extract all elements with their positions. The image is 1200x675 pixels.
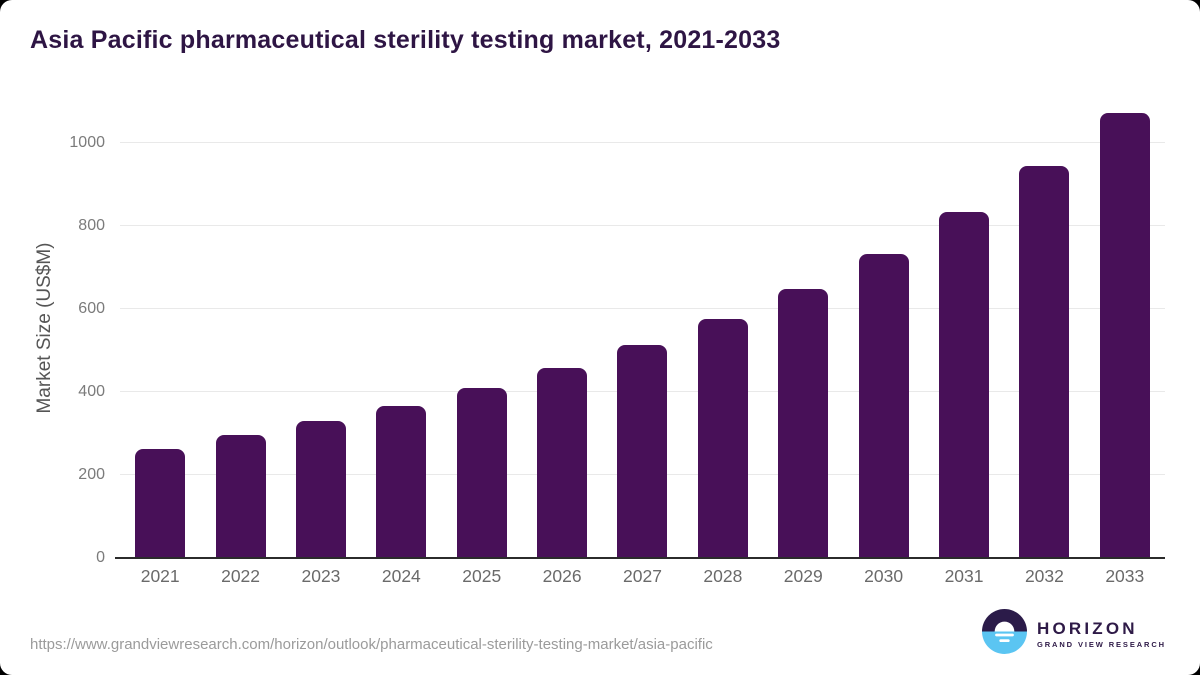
x-tick-label-2028: 2028: [703, 566, 743, 586]
bar-2033[interactable]: [1099, 112, 1150, 558]
bar-2029[interactable]: [778, 289, 829, 558]
bar-2027[interactable]: [617, 344, 668, 558]
bar-2026[interactable]: [537, 367, 588, 558]
x-tick-label-2024: 2024: [381, 566, 421, 586]
x-tick-label-2027: 2027: [623, 566, 662, 586]
bar-2030[interactable]: [858, 253, 909, 558]
horizon-logo: HORIZON GRAND VIEW RESEARCH: [981, 609, 1166, 659]
x-tick-label-2032: 2032: [1024, 566, 1064, 586]
bar-2032[interactable]: [1019, 166, 1070, 558]
source-url: https://www.grandviewresearch.com/horizo…: [30, 636, 713, 653]
x-tick-label-2026: 2026: [542, 566, 582, 586]
gridline-600: [120, 308, 1165, 310]
x-tick-label-2021: 2021: [140, 566, 180, 586]
x-tick-label-2031: 2031: [944, 566, 984, 586]
y-tick-label-1000: 1000: [69, 134, 105, 152]
x-tick-label-2033: 2033: [1105, 566, 1145, 586]
horizon-sunset-icon: [981, 609, 1027, 659]
x-tick-label-2025: 2025: [462, 566, 502, 586]
bar-2022[interactable]: [215, 434, 266, 558]
x-tick-label-2022: 2022: [221, 566, 261, 586]
x-tick-label-2023: 2023: [301, 566, 341, 586]
bar-2031[interactable]: [939, 212, 990, 558]
bar-2028[interactable]: [697, 318, 748, 558]
x-tick-label-2029: 2029: [783, 566, 823, 586]
gridline-800: [120, 225, 1165, 227]
y-tick-label-0: 0: [96, 549, 105, 566]
bar-2023[interactable]: [295, 420, 346, 558]
x-tick-label-2030: 2030: [864, 566, 904, 586]
x-axis-line: [115, 557, 1165, 559]
gridline-1000: [120, 142, 1165, 144]
plot-area: 0 200 400 600 800 1000: [69, 110, 1165, 566]
y-tick-label-600: 600: [78, 300, 105, 318]
bar-2021[interactable]: [135, 448, 186, 558]
horizon-logo-text: HORIZON GRAND VIEW RESEARCH: [1036, 618, 1166, 649]
bar-2025[interactable]: [456, 387, 507, 558]
y-tick-label-200: 200: [78, 466, 105, 484]
bars-layer: [120, 110, 1165, 558]
y-tick-label-800: 800: [78, 217, 105, 235]
chart-title: Asia Pacific pharmaceutical sterility te…: [30, 26, 781, 54]
x-axis-labels: 2021 2022 2023 2024 2025 2026 2027 2028 2029 2030…: [120, 566, 1165, 587]
horizon-sub-brand: GRAND VIEW RESEARCH: [1036, 639, 1166, 649]
y-tick-label-400: 400: [78, 383, 105, 401]
horizon-brand-name: HORIZON: [1036, 618, 1138, 638]
bar-2024[interactable]: [376, 406, 427, 558]
